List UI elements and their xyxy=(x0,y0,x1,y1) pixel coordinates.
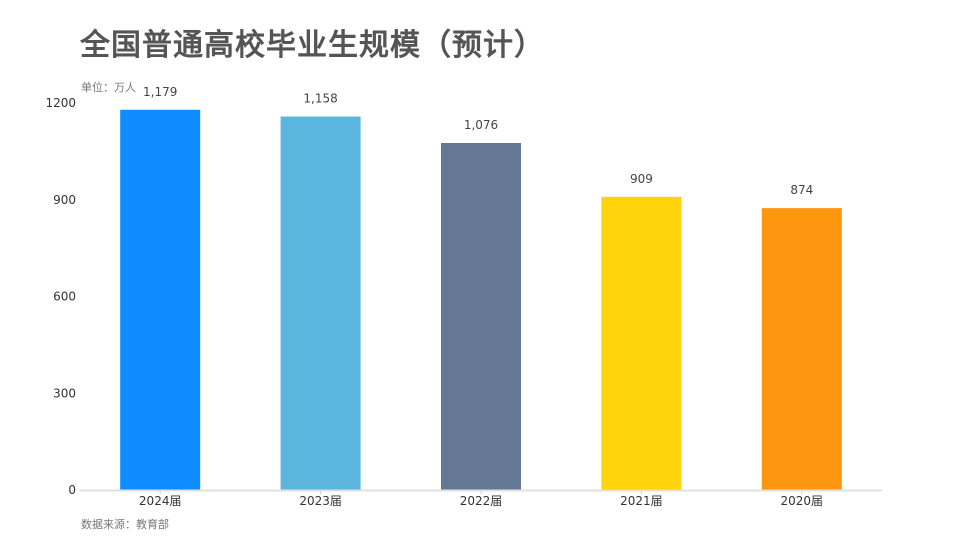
y-tick-label: 0 xyxy=(68,483,76,497)
data-label: 1,076 xyxy=(464,118,498,132)
data-label: 1,158 xyxy=(303,92,337,106)
x-tick-label: 2024届 xyxy=(139,494,182,508)
chart-title: 全国普通高校毕业生规模（预计） xyxy=(80,28,545,63)
y-tick-label: 900 xyxy=(53,193,76,207)
data-label: 874 xyxy=(790,183,813,197)
y-tick-label: 600 xyxy=(53,290,76,304)
bar-2024届 xyxy=(120,109,201,491)
source-label: 数据来源：教育部 xyxy=(81,518,169,531)
bar-2022届 xyxy=(441,142,521,491)
x-tick-label: 2022届 xyxy=(460,494,503,508)
x-tick-label: 2021届 xyxy=(620,494,663,508)
bar-2021届 xyxy=(601,196,682,490)
y-tick-label: 300 xyxy=(53,386,76,400)
x-tick-label: 2020届 xyxy=(781,494,824,508)
x-tick-label: 2023届 xyxy=(299,494,342,508)
y-tick-label: 1200 xyxy=(45,96,76,110)
bar-2020届 xyxy=(761,208,842,490)
bar-2023届 xyxy=(280,116,361,491)
data-label: 1,179 xyxy=(143,85,177,99)
data-label: 909 xyxy=(630,172,653,186)
unit-label: 单位：万人 xyxy=(81,81,136,94)
